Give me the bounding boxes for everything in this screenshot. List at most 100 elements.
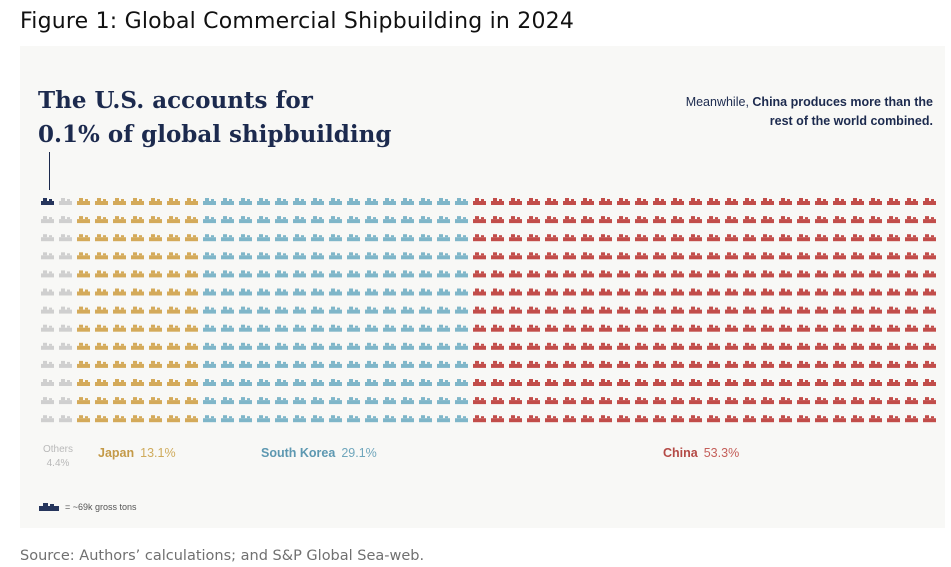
ship-icon [365,415,378,423]
ship-icon [635,234,648,242]
ship-icon [617,379,630,386]
legend-key-text: = ~69k gross tons [65,502,137,512]
ship-icon [131,198,144,205]
ship-icon [761,324,774,332]
ship-icon [779,360,792,368]
ship-icon [851,324,864,332]
ship-icon [599,397,612,405]
ship-icon [527,415,540,423]
ship-icon [329,216,342,224]
ship-icon [563,379,576,386]
ship-icon [419,379,432,386]
ship-icon [815,288,828,296]
ship-icon [815,415,828,423]
ship-icon [797,288,810,296]
ship-icon [797,324,810,332]
ship-icon [347,198,360,205]
ship-icon [59,270,72,278]
ship-icon [707,360,720,368]
ship-icon [491,234,504,242]
ship-icon [869,216,882,224]
ship-icon [491,342,504,350]
ship-icon [59,415,72,423]
ship-icon [257,415,270,423]
ship-icon [473,415,486,423]
ship-icon [923,306,936,314]
ship-icon [725,397,738,405]
ship-icon [419,216,432,224]
ship-icon [41,379,54,386]
ship-icon [473,306,486,314]
ship-icon [491,306,504,314]
ship-icon [779,252,792,260]
ship-icon [599,324,612,332]
ship-icon [527,342,540,350]
ship-icon [473,252,486,260]
ship-icon [401,252,414,260]
ship-icon [887,234,900,242]
ship-icon [815,252,828,260]
ship-icon [185,234,198,242]
ship-icon [743,252,756,260]
ship-icon [653,270,666,278]
ship-icon [293,270,306,278]
ship-icon [275,234,288,242]
ship-icon [779,234,792,242]
ship-icon [509,415,522,423]
ship-icon [275,397,288,405]
ship-icon [77,270,90,278]
ship-icon [131,397,144,405]
ship-icon [581,397,594,405]
ship-icon [113,360,126,368]
ship-icon [257,379,270,386]
ship-icon [833,342,846,350]
ship-icon [653,288,666,296]
ship-icon [563,252,576,260]
ship-icon [581,379,594,386]
ship-icon [275,270,288,278]
ship-icon [437,379,450,386]
ship-icon [347,306,360,314]
ship-icon [293,288,306,296]
ship-icon [923,234,936,242]
ship-icon [329,198,342,205]
ship-icon [185,360,198,368]
ship-icon [347,324,360,332]
ship-icon [905,288,918,296]
ship-icon [437,342,450,350]
ship-icon [833,397,846,405]
ship-icon [221,397,234,405]
ship-icon [383,415,396,423]
ship-icon [743,216,756,224]
ship-icon [833,288,846,296]
ship-icon [329,324,342,332]
ship-icon [383,288,396,296]
ship-icon [779,306,792,314]
ship-icon [365,379,378,386]
ship-icon [653,397,666,405]
ship-icon [365,288,378,296]
legend-key: = ~69k gross tons [39,502,137,512]
ship-icon [401,360,414,368]
ship-icon [509,288,522,296]
ship-icon [671,379,684,386]
ship-icon [257,270,270,278]
ship-icon [167,379,180,386]
ship-icon [869,324,882,332]
ship-icon [833,415,846,423]
ship-icon [311,216,324,224]
ship-icon [779,379,792,386]
label-others-name: Others [43,444,74,455]
ship-icon [905,324,918,332]
ship-icon [509,397,522,405]
ship-icon [797,415,810,423]
ship-icon [437,288,450,296]
ship-icon [185,379,198,386]
ship-icon [707,234,720,242]
ship-icon [689,270,702,278]
ship-icon [419,234,432,242]
ship-icon [887,198,900,205]
ship-icon [221,234,234,242]
ship-icon [77,234,90,242]
ship-icon [671,288,684,296]
